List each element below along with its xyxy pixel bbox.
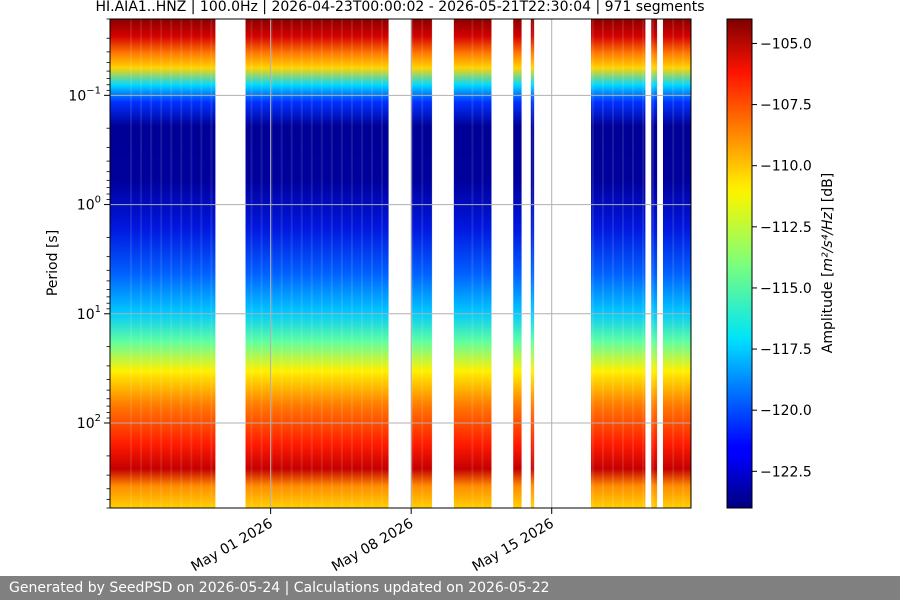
segment-texture [160, 19, 163, 508]
segment-texture [280, 19, 283, 508]
plot-frame [109, 18, 692, 509]
colorbar-tick-label: −112.5 [760, 220, 812, 236]
segment-texture [200, 19, 203, 508]
segment-texture [601, 19, 604, 508]
segment-texture [330, 19, 333, 508]
data-segment [651, 19, 658, 508]
data-segment [530, 19, 535, 508]
colorbar-tick-label: −107.5 [760, 98, 812, 114]
data-segment [453, 19, 492, 508]
segment-texture [130, 19, 133, 508]
segment-texture [632, 19, 635, 508]
psd-spectrogram-chart: HI.AIA1..HNZ | 100.0Hz | 2026-04-23T00:0… [45, 0, 836, 575]
segment-texture [682, 19, 685, 508]
colorbar: −105.0 −107.5 −110.0 −112.5 −115.0 −117.5 −120… [726, 18, 836, 509]
y-tick-label: 100 [77, 195, 101, 214]
segment-texture [652, 19, 655, 508]
segment-texture [310, 19, 313, 508]
segment-texture [180, 19, 183, 508]
segment-texture [300, 19, 303, 508]
colorbar-tick-label: −115.0 [760, 281, 812, 297]
colorbar-tick-label: −117.5 [760, 342, 812, 358]
segment-texture [340, 19, 343, 508]
segment-texture [611, 19, 614, 508]
segment-texture [170, 19, 173, 508]
x-axis: May 01 2026 May 08 2026 May 15 2026 [189, 508, 557, 575]
segment-texture [150, 19, 153, 508]
segment-texture [371, 19, 374, 508]
x-tick-label: May 15 2026 [470, 516, 557, 576]
segment-texture [381, 19, 384, 508]
segment-texture [621, 19, 624, 508]
segment-texture [411, 19, 414, 508]
segment-texture [481, 19, 484, 508]
plot-area [110, 19, 691, 508]
segment-texture [642, 19, 645, 508]
segment-texture [531, 19, 534, 508]
segment-texture [250, 19, 253, 508]
segment-texture [270, 19, 273, 508]
grid-lines [110, 19, 691, 508]
chart-title: HI.AIA1..HNZ | 100.0Hz | 2026-04-23T00:0… [96, 0, 705, 15]
segment-texture [140, 19, 143, 508]
footer-text: Generated by SeedPSD on 2026-05-24 | Cal… [9, 580, 550, 596]
segment-texture [360, 19, 363, 508]
colorbar-tick-label: −120.0 [760, 403, 812, 419]
segment-texture [190, 19, 193, 508]
data-segment [513, 19, 522, 508]
y-tick-label: 102 [77, 413, 101, 432]
segment-texture [591, 19, 594, 508]
footer-bar: Generated by SeedPSD on 2026-05-24 | Cal… [0, 576, 900, 600]
segment-texture [320, 19, 323, 508]
y-tick-label: 101 [77, 304, 101, 323]
data-segment [110, 19, 216, 508]
segment-texture [290, 19, 293, 508]
segment-texture [421, 19, 424, 508]
colorbar-gradient [726, 18, 753, 509]
segment-texture [672, 19, 675, 508]
colorbar-tick-label: −110.0 [760, 159, 812, 175]
segment-texture [431, 19, 434, 508]
segment-texture [260, 19, 263, 508]
segment-texture [471, 19, 474, 508]
x-tick-label: May 01 2026 [189, 516, 276, 576]
y-axis-label: Period [s] [45, 230, 61, 296]
data-segment [245, 19, 389, 508]
segment-texture [350, 19, 353, 508]
y-axis: 10−1 100 101 102 [68, 18, 110, 509]
data-segment [411, 19, 433, 508]
x-tick-label: May 08 2026 [329, 516, 416, 576]
segment-texture [210, 19, 213, 508]
colorbar-tick-label: −122.5 [760, 464, 812, 480]
data-segment [591, 19, 646, 508]
data-segment [662, 19, 691, 508]
y-tick-label: 10−1 [68, 85, 101, 104]
data-segments [110, 19, 691, 508]
colorbar-label: Amplitude [m²/s⁴/Hz] [dB] [820, 173, 836, 353]
colorbar-tick-label: −105.0 [760, 36, 812, 52]
